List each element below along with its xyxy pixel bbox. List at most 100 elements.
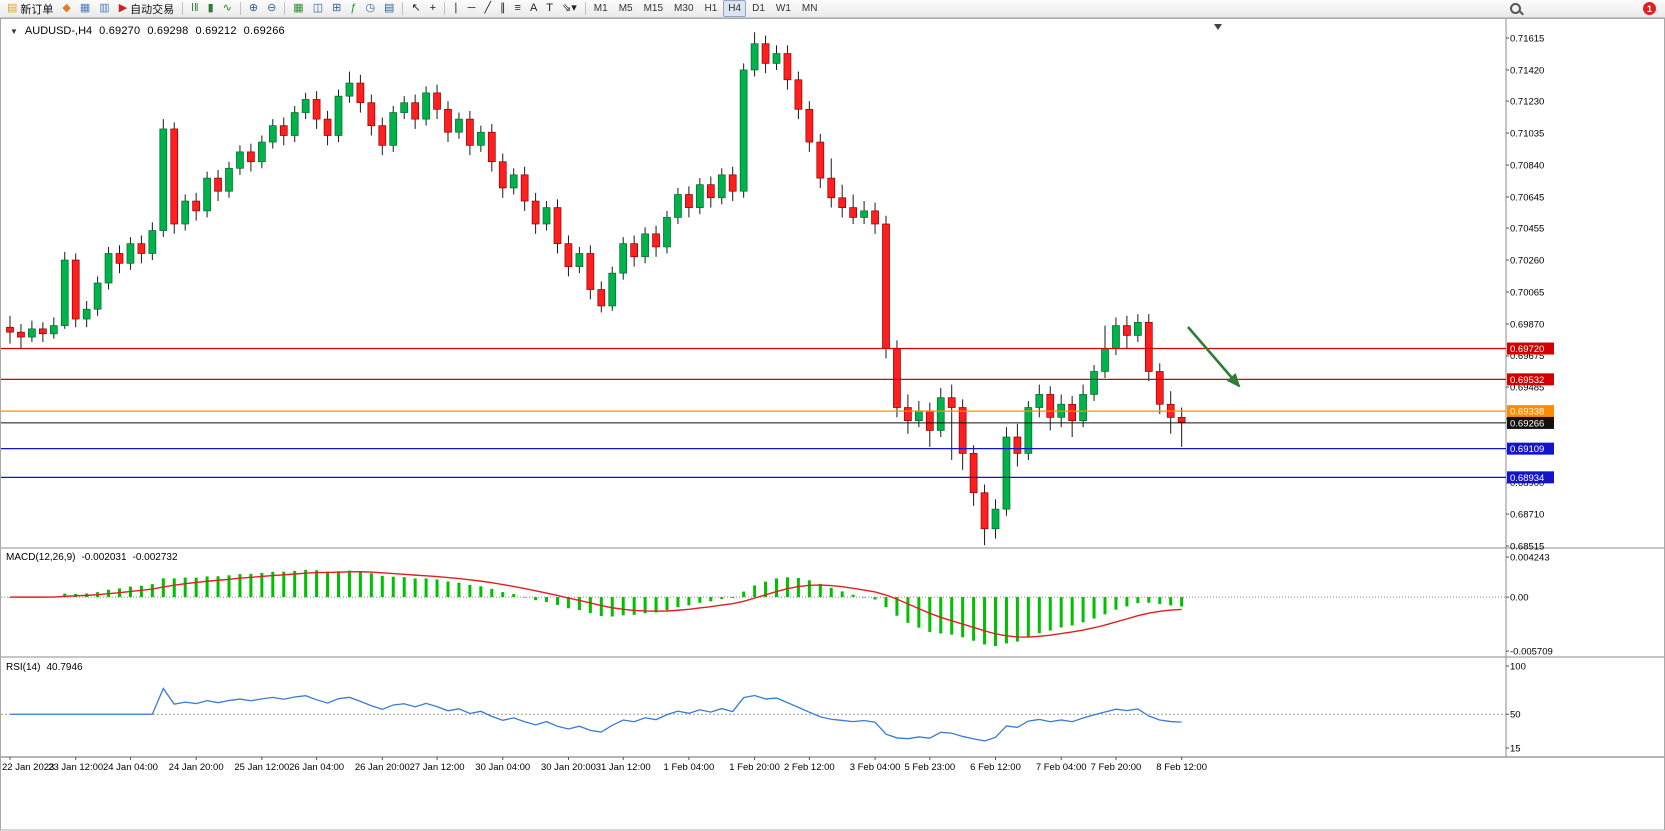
trend-arrow-annotation[interactable] <box>1187 326 1241 388</box>
chart-canvas[interactable]: 0.71615 0.71420 0.71230 0.71035 0.70840 0.706… <box>0 18 1665 831</box>
cursor-button[interactable]: ↖ <box>407 0 424 17</box>
periods-button[interactable]: ◷ <box>361 0 379 17</box>
timeframe-buttons-group: M1 M5 M15 M30 H1 H4 D1 W1 MN <box>589 0 823 17</box>
data-window-button[interactable]: ▦ <box>76 0 94 17</box>
fibonacci-button[interactable]: ≡ <box>511 0 525 17</box>
time-axis-label: 6 Feb 12:00 <box>970 762 1021 773</box>
search-icon[interactable] <box>1510 3 1521 14</box>
zoom-in-button[interactable]: ⊕ <box>245 0 262 17</box>
price-axis-label: 0.69870 <box>1510 319 1544 330</box>
channel-button[interactable]: ∥ <box>496 0 510 17</box>
time-axis-label: 26 Jan 04:00 <box>289 762 344 773</box>
macd-name: MACD(12,26,9) <box>6 552 76 563</box>
main-toolbar: ▤ 新订单 ◆ ▦ ▥ ▶ 自动交易 ǀǁ ▮ ∿ ⊕ ⊖ ▦ ◫ ⊞ ƒ ◷ ▤ ↖ + ∣ ─ ╱ ∥ ≡ A T ⇘▾ M1 M5… <box>0 0 1665 18</box>
svg-text:0.69532: 0.69532 <box>1510 375 1544 386</box>
price-axis-label: 0.69675 <box>1510 351 1544 362</box>
new-order-button[interactable]: ▤ 新订单 <box>3 0 57 17</box>
time-axis-label: 24 Jan 20:00 <box>169 762 224 773</box>
time-axis-label: 23 Jan 12:00 <box>48 762 103 773</box>
text-button[interactable]: A <box>526 0 541 17</box>
price-axis-label: 0.70260 <box>1510 255 1544 266</box>
time-axis-label: 2 Feb 12:00 <box>784 762 835 773</box>
tile-windows-icon: ◫ <box>312 2 324 14</box>
price-tag: 0.69720 <box>1507 342 1554 355</box>
timeframe-mn-button[interactable]: MN <box>801 3 818 14</box>
auto-arrange-button[interactable]: ⊞ <box>328 0 345 17</box>
collapse-arrow-icon[interactable]: ▼ <box>10 26 18 36</box>
market-watch-button[interactable]: ◆ <box>58 0 74 17</box>
timeframe-h4-button[interactable]: H4 <box>723 0 747 17</box>
horizontal-line-button[interactable]: ─ <box>464 0 480 17</box>
chart-window-border <box>0 18 1665 831</box>
macd-main-value: -0.002031 <box>81 552 127 563</box>
price-tag: 0.69532 <box>1507 373 1554 386</box>
channel-icon: ∥ <box>500 2 506 14</box>
svg-text:0.69266: 0.69266 <box>1510 418 1544 429</box>
rsi-name: RSI(14) <box>6 662 41 673</box>
candlestick-chart-button[interactable]: ▮ <box>204 0 218 17</box>
timeframe-d1-button[interactable]: D1 <box>752 3 765 14</box>
grid-button[interactable]: ▦ <box>289 0 307 17</box>
timeframe-w1-button[interactable]: W1 <box>775 3 791 14</box>
autotrade-button[interactable]: ▶ 自动交易 <box>115 0 178 17</box>
line-chart-icon: ∿ <box>222 2 232 14</box>
timeframe-m1-button[interactable]: M1 <box>593 3 608 14</box>
price-tag: 0.68934 <box>1507 471 1554 484</box>
grid-icon: ▦ <box>293 2 304 14</box>
label-button[interactable]: T <box>542 0 557 17</box>
trendline-button[interactable]: ╱ <box>480 0 495 17</box>
navigator-icon: ▥ <box>99 2 110 14</box>
arrows-dropdown[interactable]: ⇘▾ <box>558 0 581 17</box>
vertical-line-button[interactable]: ∣ <box>449 0 463 17</box>
templates-icon: ▤ <box>384 2 395 14</box>
time-axis-label: 5 Feb 23:00 <box>904 762 955 773</box>
toolbar-separator <box>402 2 404 15</box>
macd-label: MACD(12,26,9) -0.002031 -0.002732 <box>6 552 178 563</box>
price-axis-label: 0.71230 <box>1510 96 1544 107</box>
price-tag: 0.69266 <box>1507 416 1554 429</box>
bar-chart-button[interactable]: ǀǁ <box>187 0 202 17</box>
notification-badge[interactable]: 1 <box>1643 2 1656 15</box>
chart-title: ▼ AUDUSD-,H4 0.69270 0.69298 0.69212 0.6… <box>10 25 285 37</box>
price-axis-label: 0.70645 <box>1510 192 1544 203</box>
price-axis-label: 0.70840 <box>1510 160 1544 171</box>
cursor-icon: ↖ <box>411 2 421 14</box>
chart-shift-marker[interactable] <box>1214 24 1222 30</box>
price-axis-label: 0.71035 <box>1510 128 1544 139</box>
market-watch-icon: ◆ <box>62 2 71 14</box>
zoom-out-icon: ⊖ <box>267 2 277 14</box>
time-axis-label: 26 Jan 20:00 <box>355 762 410 773</box>
time-axis-label: 30 Jan 20:00 <box>541 762 596 773</box>
crosshair-icon: + <box>429 2 437 14</box>
zoom-out-button[interactable]: ⊖ <box>263 0 280 17</box>
horizontal-line-icon: ─ <box>467 2 476 14</box>
zoom-in-icon: ⊕ <box>248 2 259 14</box>
time-axis-label: 24 Jan 04:00 <box>103 762 158 773</box>
crosshair-button[interactable]: + <box>426 0 440 17</box>
chart-window: 0.71615 0.71420 0.71230 0.71035 0.70840 0.706… <box>0 18 1665 831</box>
templates-button[interactable]: ▤ <box>380 0 398 17</box>
timeframe-m5-button[interactable]: M5 <box>618 3 633 14</box>
chart-symbol-period: AUDUSD-,H4 <box>24 25 93 37</box>
trendline-icon: ╱ <box>484 2 492 14</box>
time-axis-label: 7 Feb 04:00 <box>1036 762 1087 773</box>
timeframe-m15-button[interactable]: M15 <box>643 3 664 14</box>
rsi-axis-label: 50 <box>1510 710 1521 721</box>
new-order-button-label: 新订单 <box>20 3 54 16</box>
timeframe-h1-button[interactable]: H1 <box>704 3 718 14</box>
indicators-button[interactable]: ƒ <box>346 0 360 17</box>
toolbar-separator <box>584 2 586 15</box>
time-axis-label: 1 Feb 04:00 <box>664 762 715 773</box>
line-chart-button[interactable]: ∿ <box>219 0 236 17</box>
chart-low-value: 0.69212 <box>195 25 237 37</box>
price-tag: 0.69338 <box>1507 405 1554 418</box>
timeframe-m30-button[interactable]: M30 <box>674 3 694 14</box>
rsi-label: RSI(14) 40.7946 <box>6 662 83 673</box>
toolbar-separator <box>444 2 446 15</box>
navigator-button[interactable]: ▥ <box>95 0 113 17</box>
text-icon: A <box>529 2 538 14</box>
indicators-icon: ƒ <box>350 2 357 14</box>
price-axis-label: 0.71420 <box>1510 65 1544 76</box>
tile-windows-button[interactable]: ◫ <box>309 0 327 17</box>
